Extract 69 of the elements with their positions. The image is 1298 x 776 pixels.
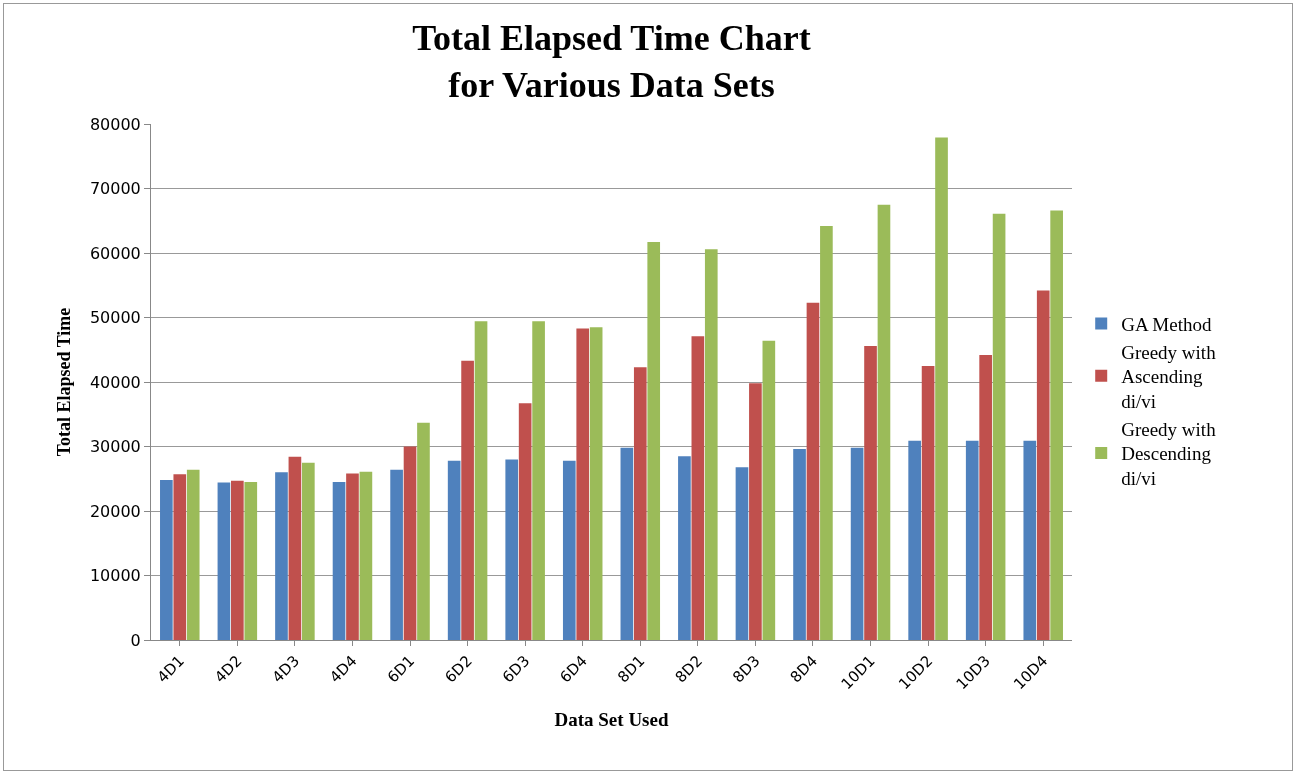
chart-title: Total Elapsed Time Chart for Various Data Sets <box>412 17 811 105</box>
bar <box>390 469 403 640</box>
bar <box>186 469 200 640</box>
bar <box>735 467 749 640</box>
bar <box>1023 440 1037 640</box>
bar <box>620 447 634 640</box>
x-axis-title: Data Set Used <box>554 708 669 730</box>
bar <box>633 367 647 640</box>
legend-label: GA Method <box>1121 313 1212 335</box>
bar <box>704 249 718 640</box>
bar <box>806 302 820 640</box>
bar <box>921 365 935 640</box>
bar <box>678 456 691 640</box>
bar <box>359 471 373 640</box>
bar <box>749 383 762 640</box>
bar <box>877 204 891 640</box>
bar <box>461 360 474 640</box>
bar <box>244 481 258 640</box>
bar <box>691 336 705 640</box>
bar <box>160 480 173 640</box>
bar <box>562 460 576 640</box>
bar <box>173 474 187 640</box>
bar <box>346 473 359 640</box>
bar <box>576 328 590 640</box>
x-tick-label: 4D1 <box>153 651 188 687</box>
bar <box>935 137 948 640</box>
x-tick-label: 4D3 <box>268 651 304 687</box>
bar <box>979 354 992 640</box>
bar <box>417 422 430 640</box>
bar <box>302 462 315 640</box>
bar <box>965 440 979 640</box>
bar <box>793 449 806 640</box>
bar <box>992 213 1006 640</box>
y-tick-label: 80000 <box>89 114 141 134</box>
bar <box>532 321 545 640</box>
y-tick-label: 40000 <box>89 372 141 392</box>
y-axis-title: Total Elapsed Time <box>54 307 75 457</box>
bar <box>505 459 519 640</box>
y-tick-label: 70000 <box>89 179 141 199</box>
bar <box>908 440 921 640</box>
y-tick-label: 60000 <box>89 243 141 263</box>
bar <box>217 482 231 640</box>
bar <box>518 403 532 640</box>
y-tick-label: 50000 <box>89 308 141 328</box>
y-tick-label: 20000 <box>89 501 141 521</box>
y-tick-label: 30000 <box>89 437 141 457</box>
bar <box>288 456 302 640</box>
y-tick-label: 0 <box>130 630 141 650</box>
bar <box>762 340 776 640</box>
bar <box>1036 290 1050 640</box>
bar <box>403 446 417 640</box>
bar <box>850 447 864 640</box>
bar <box>820 225 833 640</box>
bar <box>332 481 346 640</box>
y-tick-label: 10000 <box>89 566 141 586</box>
bar <box>447 460 461 640</box>
legend-label: Greedy with Ascending di/vi <box>1121 341 1217 412</box>
x-tick-label: 6D1 <box>383 651 419 687</box>
bar <box>1050 210 1063 640</box>
x-tick-label: 4D2 <box>211 651 246 687</box>
bar <box>275 472 288 640</box>
bar <box>231 480 244 640</box>
bar <box>474 321 488 640</box>
bar <box>589 327 603 640</box>
x-tick-label: 4D4 <box>326 651 361 687</box>
bar <box>864 345 877 640</box>
bar <box>647 242 661 640</box>
legend-label: Greedy with Descending di/vi <box>1121 418 1217 490</box>
x-tick-label: 8D1 <box>614 651 649 687</box>
